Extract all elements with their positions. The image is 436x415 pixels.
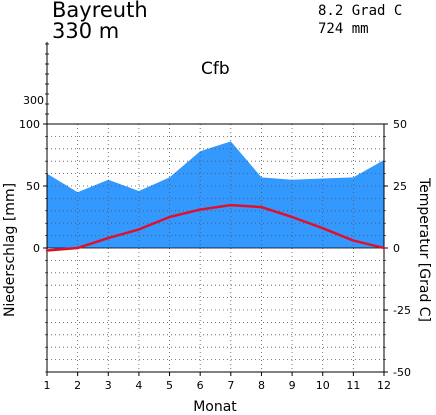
y-axis-label-left: Niederschlag [mm] xyxy=(2,182,18,318)
x-axis-tick-label: 8 xyxy=(258,379,265,392)
left-axis-tick-label: 50 xyxy=(26,180,40,193)
temperature-point xyxy=(352,239,355,242)
precipitation-area xyxy=(47,141,384,248)
x-axis-tick-label: 2 xyxy=(74,379,81,392)
x-axis-tick-label: 1 xyxy=(44,379,51,392)
annual-temperature: 8.2 Grad C xyxy=(318,3,403,19)
temperature-point xyxy=(229,203,233,207)
temperature-point xyxy=(76,246,79,250)
station-elevation: 330 m xyxy=(52,19,120,43)
left-axis-tick-label: 0 xyxy=(33,242,40,255)
x-axis-tick-label: 10 xyxy=(316,379,330,392)
right-axis-tick-label: 25 xyxy=(393,180,407,193)
right-axis-tick-label: 0 xyxy=(393,242,400,255)
y-axis-label-right: Temperatur [Grad C] xyxy=(416,177,432,323)
temperature-point xyxy=(137,228,141,231)
x-axis-tick-label: 3 xyxy=(105,379,112,392)
x-axis-tick-label: 6 xyxy=(197,379,204,392)
right-axis-tick-label: -25 xyxy=(393,304,411,317)
x-axis-tick-label: 12 xyxy=(377,379,391,392)
temperature-point xyxy=(382,246,386,250)
temperature-line xyxy=(46,203,385,252)
x-axis-tick-label: 5 xyxy=(166,379,173,392)
temperature-point xyxy=(168,215,171,219)
right-axis-tick-label: 50 xyxy=(393,118,407,131)
temperature-point xyxy=(198,208,202,211)
annual-precipitation: 724 mm xyxy=(318,21,369,37)
upper-axis-tick-label: 300 xyxy=(23,94,44,107)
x-axis-tick-label: 4 xyxy=(135,379,142,392)
climate-classification: Cfb xyxy=(201,59,230,79)
temperature-point xyxy=(260,205,263,209)
station-name: Bayreuth xyxy=(52,0,148,22)
temperature-point xyxy=(321,226,324,230)
left-axis-tick-label: 100 xyxy=(19,118,40,131)
x-axis-label: Monat xyxy=(193,399,237,415)
temperature-point xyxy=(290,215,294,219)
x-axis-tick-label: 11 xyxy=(346,379,360,392)
temperature-point xyxy=(45,249,49,252)
right-axis-tick-label: -50 xyxy=(393,366,411,379)
x-axis-tick-label: 9 xyxy=(289,379,296,392)
temperature-point xyxy=(107,236,110,240)
x-axis-tick-label: 7 xyxy=(227,379,234,392)
